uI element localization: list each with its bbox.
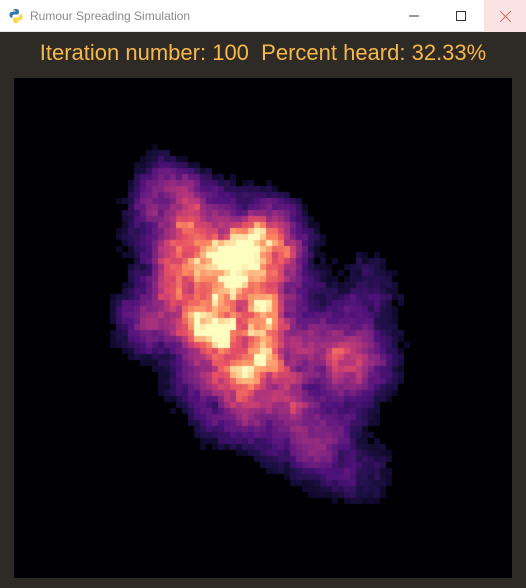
maximize-icon <box>456 11 466 21</box>
python-icon <box>9 9 23 23</box>
close-icon <box>499 10 511 22</box>
minimize-icon <box>409 15 419 17</box>
simulation-grid <box>14 78 512 578</box>
iteration-label: Iteration number: <box>39 40 207 65</box>
percent-heard-label: Percent heard: <box>261 40 406 65</box>
title-bar[interactable]: Rumour Spreading Simulation <box>0 0 526 32</box>
simulation-heatmap <box>14 78 512 578</box>
minimize-button[interactable] <box>391 0 437 32</box>
status-line: Iteration number: 100 Percent heard: 32.… <box>0 40 526 66</box>
window-title: Rumour Spreading Simulation <box>30 9 191 23</box>
close-button[interactable] <box>484 0 526 32</box>
percent-heard-value: 32.33% <box>411 40 487 65</box>
iteration-value: 100 <box>212 40 249 65</box>
maximize-button[interactable] <box>438 0 484 32</box>
